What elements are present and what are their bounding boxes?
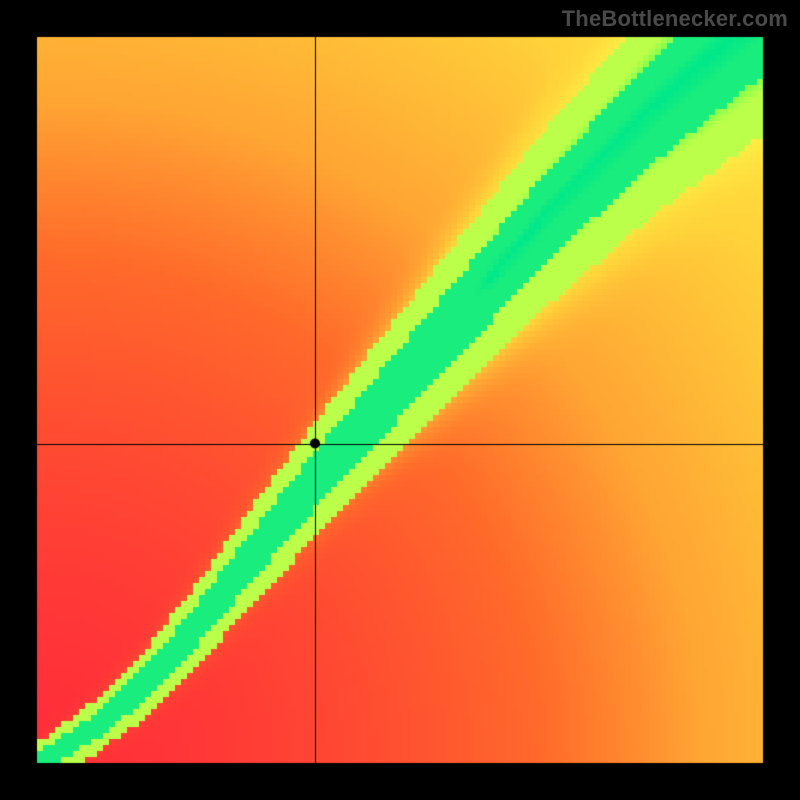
chart-container: { "watermark": { "text": "TheBottlenecke… (0, 0, 800, 800)
bottleneck-heatmap (0, 0, 800, 800)
watermark-text: TheBottlenecker.com (562, 6, 788, 32)
